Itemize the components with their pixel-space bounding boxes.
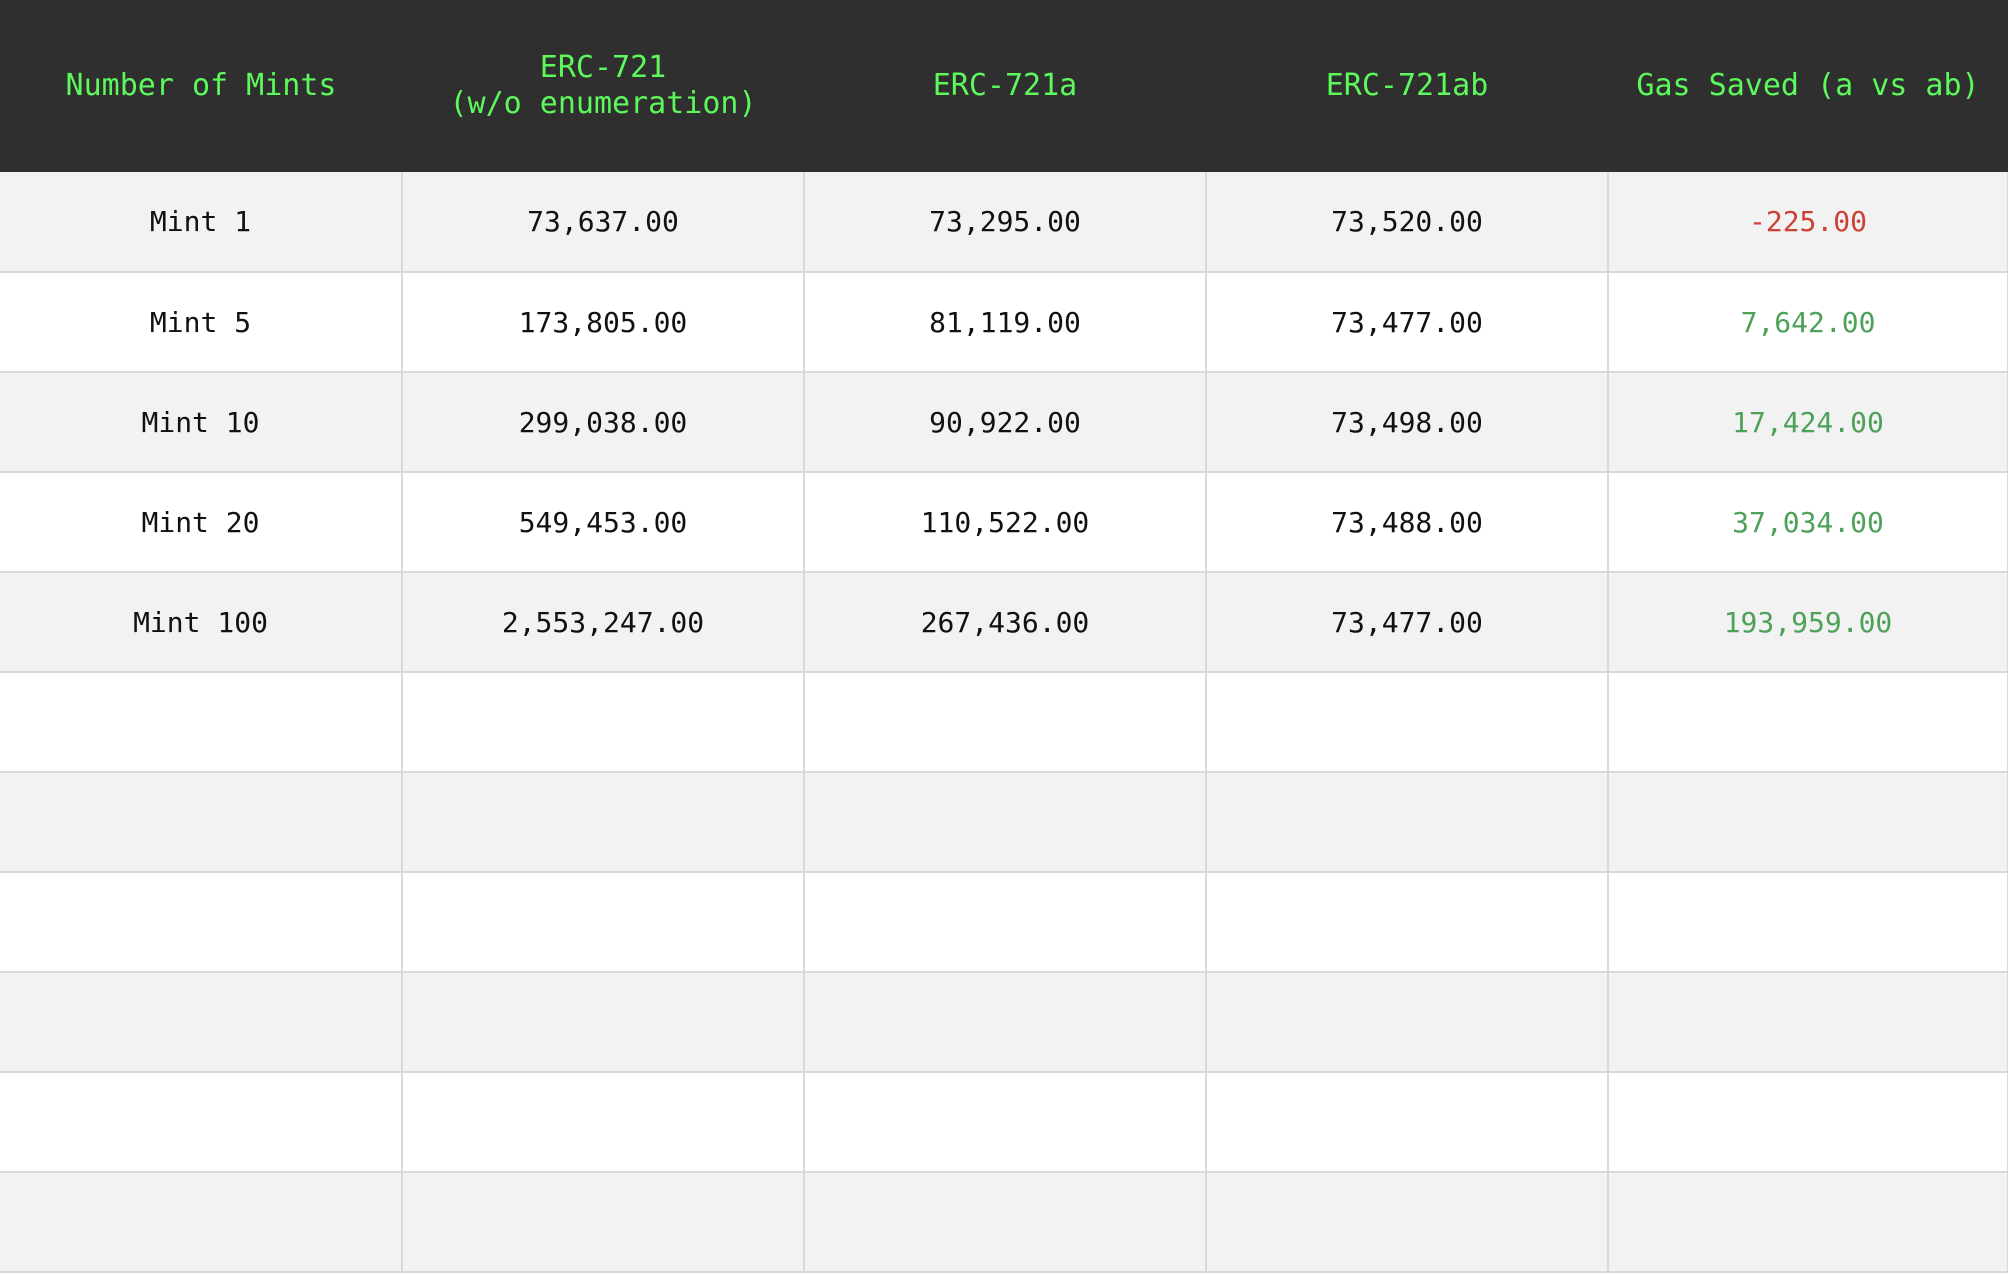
empty-cell <box>1608 772 2008 873</box>
empty-cell <box>1206 972 1609 1073</box>
mints-cell: Mint 1 <box>0 172 403 273</box>
empty-cell <box>1608 672 2008 773</box>
empty-cell <box>402 872 805 973</box>
empty-cell <box>804 672 1207 773</box>
empty-cell <box>0 1172 403 1273</box>
header-gas-saved: Gas Saved (a vs ab) <box>1636 68 1980 103</box>
empty-cell <box>402 1072 805 1173</box>
empty-cell <box>1206 872 1609 973</box>
erc721-cell: 73,637.00 <box>402 172 805 273</box>
empty-cell <box>804 772 1207 873</box>
header-erc721: ERC-721 (w/o enumeration) <box>449 50 757 121</box>
empty-row <box>0 1072 2008 1173</box>
empty-cell <box>402 672 805 773</box>
erc721ab-cell: 73,488.00 <box>1206 472 1609 573</box>
mints-cell: Mint 100 <box>0 572 403 673</box>
header-erc721a: ERC-721a <box>932 68 1078 103</box>
empty-cell <box>804 972 1207 1073</box>
table-row: Mint 100 2,553,247.00 267,436.00 73,477.00 1… <box>0 572 2008 673</box>
empty-cell <box>402 972 805 1073</box>
erc721-cell: 299,038.00 <box>402 372 805 473</box>
header-number-of-mints: Number of Mints <box>65 68 337 103</box>
erc721-cell: 2,553,247.00 <box>402 572 805 673</box>
erc721a-cell: 73,295.00 <box>804 172 1207 273</box>
empty-cell <box>1608 1072 2008 1173</box>
empty-row <box>0 772 2008 873</box>
erc721a-cell: 267,436.00 <box>804 572 1207 673</box>
mints-cell: Mint 10 <box>0 372 403 473</box>
erc721a-cell: 90,922.00 <box>804 372 1207 473</box>
gas-saved-cell: 193,959.00 <box>1608 572 2008 673</box>
gas-saved-cell: 7,642.00 <box>1608 272 2008 373</box>
erc721a-cell: 110,522.00 <box>804 472 1207 573</box>
empty-cell <box>1206 1172 1609 1273</box>
empty-cell <box>1608 872 2008 973</box>
mints-cell: Mint 20 <box>0 472 403 573</box>
erc721ab-cell: 73,477.00 <box>1206 272 1609 373</box>
gas-saved-cell: 37,034.00 <box>1608 472 2008 573</box>
empty-cell <box>1608 1172 2008 1273</box>
header-row: Number of Mints ERC-721 (w/o enumeration… <box>0 0 2008 172</box>
erc721-cell: 173,805.00 <box>402 272 805 373</box>
empty-cell <box>0 672 403 773</box>
table-body: Mint 1 73,637.00 73,295.00 73,520.00 -225.00… <box>0 172 2008 1273</box>
gas-saved-cell: 17,424.00 <box>1608 372 2008 473</box>
empty-cell <box>1206 672 1609 773</box>
erc721ab-cell: 73,477.00 <box>1206 572 1609 673</box>
empty-cell <box>1206 772 1609 873</box>
empty-cell <box>0 1072 403 1173</box>
empty-row <box>0 672 2008 773</box>
empty-cell <box>804 1072 1207 1173</box>
mints-cell: Mint 5 <box>0 272 403 373</box>
empty-cell <box>0 972 403 1073</box>
empty-row <box>0 872 2008 973</box>
table-header: Number of Mints ERC-721 (w/o enumeration… <box>0 0 2008 172</box>
table-row: Mint 20 549,453.00 110,522.00 73,488.00 37,0… <box>0 472 2008 573</box>
empty-row <box>0 972 2008 1073</box>
empty-row <box>0 1172 2008 1273</box>
table-row: Mint 10 299,038.00 90,922.00 73,498.00 17,42… <box>0 372 2008 473</box>
gas-saved-cell: -225.00 <box>1608 172 2008 273</box>
empty-cell <box>1608 972 2008 1073</box>
table-row: Mint 1 73,637.00 73,295.00 73,520.00 -225.00 <box>0 172 2008 273</box>
empty-cell <box>804 872 1207 973</box>
empty-cell <box>1206 1072 1609 1173</box>
erc721-cell: 549,453.00 <box>402 472 805 573</box>
erc721a-cell: 81,119.00 <box>804 272 1207 373</box>
empty-cell <box>804 1172 1207 1273</box>
table-row: Mint 5 173,805.00 81,119.00 73,477.00 7,642.… <box>0 272 2008 373</box>
empty-cell <box>0 772 403 873</box>
empty-cell <box>402 1172 805 1273</box>
empty-cell <box>402 772 805 873</box>
header-erc721ab: ERC-721ab <box>1325 68 1489 103</box>
erc721ab-cell: 73,498.00 <box>1206 372 1609 473</box>
empty-cell <box>0 872 403 973</box>
erc721ab-cell: 73,520.00 <box>1206 172 1609 273</box>
